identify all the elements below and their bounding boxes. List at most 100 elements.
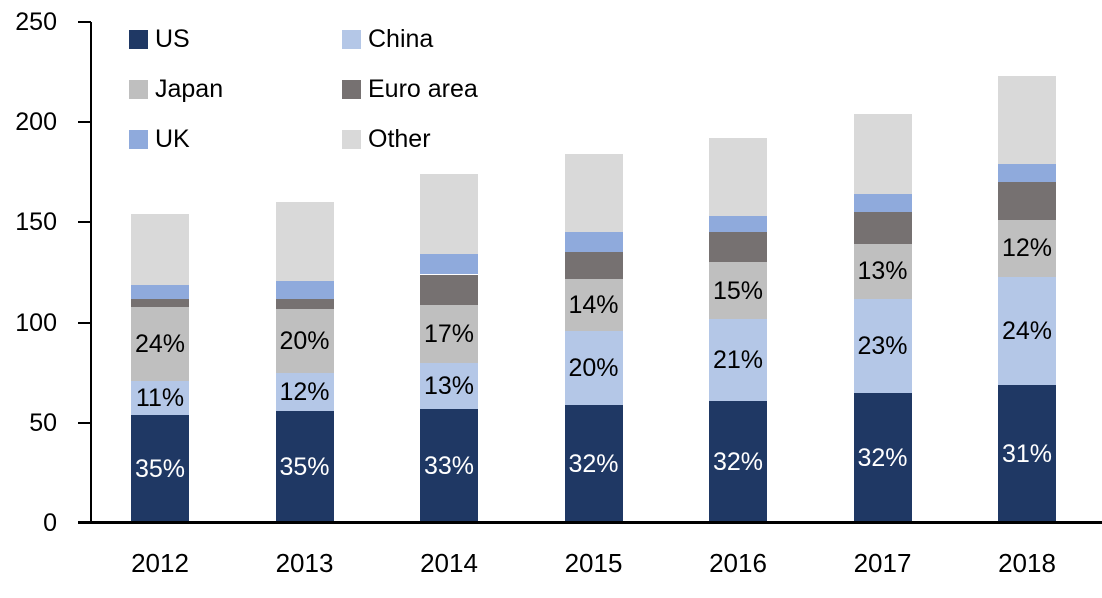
bar-segment-euro-area-2018 [998,182,1056,221]
segment-label-us-2016: 32% [712,447,764,476]
legend-swatch-euro-area [342,80,361,99]
legend-swatch-uk [129,130,148,149]
bar-segment-other-2017 [853,114,912,195]
segment-label-china-2013: 12% [279,377,330,406]
x-category-label-2014: 2014 [420,548,478,578]
legend-item-uk: UK [129,124,342,155]
bar-segment-euro-area-2015 [564,252,623,279]
bar-segment-euro-area-2013 [275,298,334,309]
bar-segment-euro-area-2014 [420,274,478,305]
bar-segment-other-2016 [709,138,767,217]
segment-label-china-2017: 23% [857,331,908,360]
y-tick-label: 200 [15,108,57,137]
legend-item-china: China [342,24,555,55]
x-category-label-2013: 2013 [275,548,334,578]
segment-label-japan-2012: 24% [134,329,186,358]
segment-label-japan-2015: 14% [568,290,619,319]
x-category-label-2017: 2017 [853,548,912,578]
x-axis-line [78,521,1102,524]
segment-label-us-2013: 35% [279,452,330,481]
y-tick-label: 150 [15,208,57,237]
bar-segment-uk-2013 [275,280,334,299]
bar-segment-other-2013 [275,202,334,281]
legend-swatch-china [342,30,361,49]
bar-segment-japan-2016 [709,262,767,319]
bar-segment-japan-2017 [853,244,912,299]
bar-segment-japan-2012 [131,306,189,381]
bar-segment-us-2017 [853,392,912,523]
bar-segment-uk-2018 [998,164,1056,183]
bar-segment-china-2017 [853,298,912,393]
segment-label-japan-2016: 15% [712,276,764,305]
segment-label-china-2018: 24% [1001,316,1053,345]
bar-segment-uk-2015 [564,232,623,253]
y-tick-label: 50 [29,408,57,437]
bar-segment-uk-2012 [131,284,189,299]
legend-item-japan: Japan [129,74,342,105]
segment-label-japan-2018: 12% [1001,234,1053,263]
segment-label-us-2015: 32% [568,449,619,478]
bar-segment-other-2012 [131,214,189,285]
y-tick-mark [78,321,91,324]
bar-segment-japan-2014 [420,304,478,363]
legend-item-us: US [129,24,342,55]
bar-segment-china-2018 [998,276,1056,385]
segment-label-japan-2017: 13% [857,257,908,286]
segment-label-us-2018: 31% [1001,439,1053,468]
y-tick-mark [78,221,91,224]
y-tick-label: 100 [15,308,57,337]
legend-label-japan: Japan [155,75,224,103]
bar-segment-japan-2018 [998,220,1056,277]
x-category-label-2016: 2016 [709,548,767,578]
y-axis-line [90,22,92,523]
bar-segment-us-2014 [420,408,478,523]
legend-label-euro-area: Euro area [368,75,478,103]
bar-segment-china-2012 [131,380,189,415]
segment-label-china-2012: 11% [135,383,185,412]
legend-item-euro-area: Euro area [342,74,555,105]
x-category-label-2018: 2018 [998,548,1056,578]
legend-label-china: China [368,25,434,53]
segment-label-us-2014: 33% [423,451,475,480]
y-tick-label: 0 [43,509,57,537]
legend-swatch-other [342,130,361,149]
legend-label-us: US [155,25,190,53]
bar-segment-japan-2015 [564,278,623,331]
bar-segment-us-2016 [709,400,767,523]
bar-segment-other-2014 [420,174,478,255]
bar-segment-us-2013 [275,410,334,523]
legend-label-other: Other [368,125,431,153]
legend-swatch-us [129,30,148,49]
segment-label-us-2017: 32% [857,443,908,472]
bar-segment-other-2015 [564,154,623,233]
legend: US China Japan Euro area UK Other [129,24,555,174]
y-tick-label: 250 [15,8,57,36]
bar-segment-japan-2013 [275,308,334,373]
segment-label-us-2012: 35% [134,454,186,483]
y-tick-mark [78,21,91,23]
y-tick-mark [78,121,91,124]
bar-segment-uk-2014 [420,254,478,275]
bar-segment-china-2014 [420,362,478,409]
bar-segment-china-2013 [275,372,334,411]
bar-segment-euro-area-2016 [709,232,767,263]
legend-label-uk: UK [155,125,190,153]
legend-item-other: Other [342,124,555,155]
segment-label-japan-2014: 17% [423,319,475,348]
x-category-label-2015: 2015 [564,548,623,578]
segment-label-japan-2013: 20% [279,326,330,355]
y-tick-mark [78,421,91,424]
bar-segment-china-2015 [564,330,623,405]
bar-segment-us-2015 [564,404,623,523]
bar-segment-uk-2016 [709,216,767,233]
bar-segment-euro-area-2012 [131,298,189,307]
segment-label-china-2015: 20% [568,353,619,382]
segment-label-china-2016: 21% [712,345,764,374]
x-category-label-2012: 2012 [131,548,189,578]
bar-segment-uk-2017 [853,194,912,213]
bar-segment-us-2012 [131,414,189,523]
segment-label-china-2014: 13% [423,371,475,400]
bar-segment-china-2016 [709,318,767,401]
bar-segment-euro-area-2017 [853,212,912,245]
